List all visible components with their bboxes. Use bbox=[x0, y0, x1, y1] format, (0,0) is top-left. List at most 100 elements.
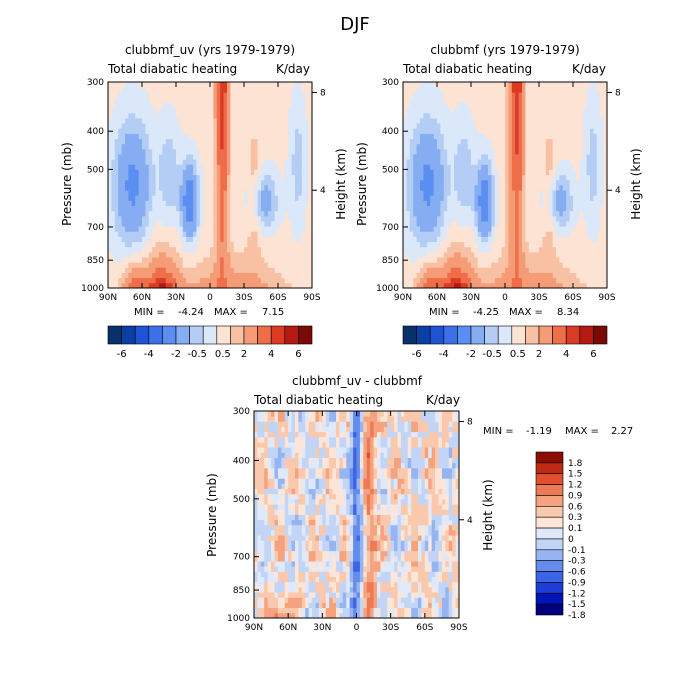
field-cell bbox=[430, 272, 434, 279]
field-cell bbox=[284, 267, 289, 273]
field-cell bbox=[131, 282, 136, 289]
field-cell bbox=[148, 185, 153, 191]
field-cell bbox=[216, 185, 221, 191]
field-cell bbox=[250, 179, 255, 186]
field-cell bbox=[220, 231, 224, 237]
field-cell bbox=[498, 257, 502, 263]
field-cell bbox=[583, 143, 587, 150]
field-cell bbox=[176, 174, 180, 181]
field-cell bbox=[271, 246, 275, 253]
field-cell bbox=[179, 169, 184, 176]
field-cell bbox=[244, 97, 248, 103]
field-cell bbox=[552, 133, 557, 140]
field-cell bbox=[525, 226, 530, 232]
field-cell bbox=[148, 138, 153, 145]
field-cell bbox=[583, 251, 587, 258]
field-cell bbox=[511, 82, 516, 88]
field-cell bbox=[569, 107, 574, 114]
field-cell bbox=[426, 174, 431, 181]
field-cell bbox=[284, 231, 289, 237]
field-cell bbox=[474, 272, 479, 279]
field-cell bbox=[467, 118, 472, 124]
field-cell bbox=[464, 215, 468, 222]
field-cell bbox=[549, 87, 553, 93]
field-cell bbox=[254, 143, 258, 150]
field-cell bbox=[131, 267, 136, 273]
field-cell bbox=[182, 154, 187, 160]
field-cell bbox=[247, 195, 252, 201]
field-cell bbox=[121, 262, 126, 268]
field-cell bbox=[227, 195, 231, 201]
field-cell bbox=[454, 107, 458, 114]
field-cell bbox=[281, 123, 286, 129]
field-cell bbox=[169, 102, 173, 109]
field-cell bbox=[457, 92, 462, 98]
field-cell bbox=[138, 241, 143, 248]
field-cell bbox=[301, 87, 306, 93]
field-cell bbox=[539, 195, 543, 201]
field-cell bbox=[233, 102, 238, 109]
field-cell bbox=[542, 257, 547, 263]
field-cell bbox=[145, 154, 150, 160]
field-cell bbox=[460, 221, 465, 227]
field-cell bbox=[213, 123, 218, 129]
field-cell bbox=[579, 154, 584, 160]
field-cell bbox=[213, 195, 218, 201]
field-cell bbox=[179, 215, 184, 222]
field-cell bbox=[138, 164, 143, 170]
field-cell bbox=[542, 112, 547, 119]
field-cell bbox=[474, 226, 479, 232]
field-cell bbox=[511, 246, 516, 253]
field-cell bbox=[291, 251, 296, 258]
field-cell bbox=[596, 179, 601, 186]
field-cell bbox=[254, 612, 258, 619]
field-cell bbox=[430, 107, 434, 114]
field-cell bbox=[522, 272, 526, 279]
field-cell bbox=[603, 82, 608, 88]
field-cell bbox=[138, 82, 143, 88]
field-cell bbox=[440, 195, 445, 201]
field-cell bbox=[535, 210, 540, 217]
field-cell bbox=[559, 133, 564, 140]
field-cell bbox=[223, 128, 228, 134]
field-cell bbox=[254, 185, 258, 191]
x-tick-label: 30N bbox=[462, 293, 480, 303]
field-cell bbox=[491, 133, 496, 140]
field-cell bbox=[447, 97, 451, 103]
field-cell bbox=[114, 159, 119, 165]
field-cell bbox=[450, 87, 455, 93]
field-cell bbox=[433, 267, 438, 273]
field-cell bbox=[603, 118, 608, 124]
field-cell bbox=[454, 282, 458, 289]
field-cell bbox=[579, 215, 584, 222]
field-cell bbox=[118, 148, 122, 155]
field-cell bbox=[118, 164, 122, 170]
field-cell bbox=[542, 272, 547, 279]
field-cell bbox=[518, 195, 523, 201]
field-cell bbox=[528, 231, 533, 237]
field-cell bbox=[281, 221, 286, 227]
field-cell bbox=[586, 128, 591, 134]
field-cell bbox=[291, 205, 296, 212]
field-cell bbox=[308, 282, 313, 289]
field-cell bbox=[556, 174, 560, 181]
field-cell bbox=[165, 159, 170, 165]
field-cell bbox=[437, 262, 441, 268]
field-cell bbox=[413, 236, 417, 243]
field-cell bbox=[162, 185, 167, 191]
field-cell bbox=[539, 92, 543, 98]
field-cell bbox=[566, 97, 570, 103]
field-cell bbox=[413, 107, 417, 114]
field-cell bbox=[450, 97, 455, 103]
field-cell bbox=[505, 82, 509, 88]
field-cell bbox=[515, 179, 519, 186]
field-cell bbox=[182, 195, 187, 201]
field-cell bbox=[423, 138, 428, 145]
field-cell bbox=[488, 215, 492, 222]
field-cell bbox=[471, 138, 475, 145]
field-cell bbox=[169, 159, 173, 165]
field-cell bbox=[511, 123, 516, 129]
field-cell bbox=[125, 87, 129, 93]
field-cell bbox=[488, 210, 492, 217]
field-cell bbox=[274, 133, 279, 140]
